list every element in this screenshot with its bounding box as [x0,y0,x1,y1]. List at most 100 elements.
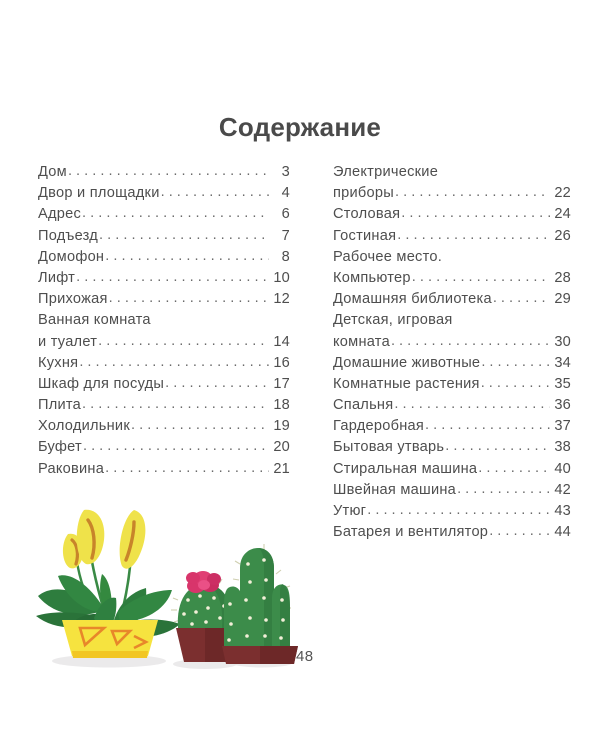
toc-dot-leader [481,374,550,388]
toc-dot-leader [367,501,550,515]
toc-entry-label: комната [333,333,390,350]
toc-entry[interactable]: Домофон 8 [38,247,290,268]
toc-dot-leader [394,395,550,409]
toc-dot-leader [395,183,550,197]
toc-entry[interactable]: Плита 18 [38,395,290,416]
tall-cactus-spine-dots [227,558,285,642]
toc-column-right: Электрические приборы 22 Столовая 24 Гостиная… [333,162,571,543]
toc-entry-label: Стиральная машина [333,460,478,477]
leaf-upper-left [58,575,106,613]
toc-entry[interactable]: Утюг 43 [333,501,571,522]
toc-dot-leader [82,395,269,409]
toc-entry-page-number: 29 [554,291,571,308]
toc-entry[interactable]: Комнатные растения 35 [333,374,571,395]
toc-dot-leader [83,437,269,451]
toc-entry-label: Утюг [333,503,367,519]
toc-entry-label: Батарея и вентилятор [333,524,489,541]
toc-entry-page-number: 17 [273,375,290,392]
toc-dot-leader [68,162,269,176]
toc-entry[interactable]: Двор и площадки 4 [38,183,290,204]
flower-middle [76,509,105,565]
toc-entry-label: Домофон [38,248,105,265]
toc-entry[interactable]: приборы 22 [333,183,571,204]
toc-dot-leader [397,226,550,240]
flower-right [119,510,146,569]
toc-entry-label: Детская, игровая [333,312,453,329]
toc-entry[interactable]: Прихожая 12 [38,289,290,310]
toc-entry-label: приборы [333,185,395,202]
toc-entry-page-number: 40 [554,460,571,477]
yellow-flower-pot [62,620,158,658]
toc-entry[interactable]: Бытовая утварь 38 [333,437,571,458]
toc-entry-label: Бытовая утварь [333,439,445,456]
toc-entry[interactable]: Кухня 16 [38,353,290,374]
toc-entry-page-number: 14 [273,333,290,350]
tall-cactus-main-shade [258,548,274,648]
toc-entry-page-number: 42 [554,481,571,498]
toc-entry[interactable]: Спальня 36 [333,395,571,416]
toc-dot-leader [98,332,269,346]
toc-entry-label: Адрес [38,206,82,223]
toc-dot-leader [76,268,269,282]
toc-dot-leader [457,480,550,494]
toc-entry[interactable]: Раковина 21 [38,459,290,480]
spathiphyllum-plant [36,509,180,658]
toc-entry-page-number: 38 [554,439,571,456]
round-cactus-plant [171,571,239,662]
toc-entry[interactable]: Лифт 10 [38,268,290,289]
toc-entry-label: Рабочее место. [333,248,443,265]
toc-entry-label: и туалет [38,333,98,350]
toc-entry-page-number: 24 [554,206,571,223]
toc-dot-leader [161,183,269,197]
toc-entry-page-number: 36 [554,397,571,414]
toc-entry[interactable]: Компьютер 28 [333,268,571,289]
toc-entry[interactable]: Столовая 24 [333,204,571,225]
toc-entry-label: Подъезд [38,227,99,244]
toc-entry-page-number: 44 [554,524,571,541]
toc-entry-label: Домашние животные [333,354,481,371]
toc-entry-page-number: 7 [281,227,290,244]
toc-entry-page-number: 16 [273,354,290,371]
toc-entry-label: Электрические [333,164,439,180]
toc-entry[interactable]: Швейная машина 42 [333,480,571,501]
toc-entry-page-number: 6 [281,206,290,223]
toc-entry[interactable]: Домашние животные 34 [333,353,571,374]
toc-entry[interactable]: Буфет 20 [38,437,290,458]
toc-column-left: Дом 3 Двор и площадки 4 Адрес 6 Подъезд 7 Домофо… [38,162,290,480]
toc-entry-page-number: 19 [273,418,290,435]
page-number: 48 [296,648,314,665]
toc-entry[interactable]: Дом 3 [38,162,290,183]
pot-pattern-chevron [133,634,149,650]
houseplants-illustration [28,488,304,680]
toc-entry[interactable]: Ванная комната [38,310,290,331]
toc-dot-leader [445,437,550,451]
toc-entry[interactable]: Рабочее место. [333,247,571,268]
toc-entry[interactable]: Гардеробная 37 [333,416,571,437]
toc-entry[interactable]: Стиральная машина 40 [333,459,571,480]
toc-entry[interactable]: Адрес 6 [38,204,290,225]
toc-entry-page-number: 22 [554,185,571,202]
tall-cactus-pot [222,646,298,664]
toc-dot-leader [109,289,269,303]
toc-entry[interactable]: Подъезд 7 [38,226,290,247]
toc-entry-page-number: 10 [273,269,290,286]
toc-entry-page-number: 20 [273,439,290,456]
toc-entry[interactable]: комната 30 [333,332,571,353]
toc-entry[interactable]: Гостиная 26 [333,226,571,247]
toc-entry[interactable]: Электрические [333,162,571,183]
toc-entry[interactable]: Детская, игровая [333,310,571,331]
toc-entry-label: Кухня [38,354,79,371]
toc-dot-leader [478,459,550,473]
toc-entry[interactable]: Шкаф для посуды 17 [38,374,290,395]
toc-entry[interactable]: Холодильник 19 [38,416,290,437]
toc-entry-label: Ванная комната [38,312,151,329]
leaf-right [118,590,172,622]
toc-entry-label: Двор и площадки [38,185,160,202]
toc-entry-label: Компьютер [333,269,411,286]
toc-entry[interactable]: Домашняя библиотека 29 [333,289,571,310]
toc-entry[interactable]: и туалет 14 [38,332,290,353]
toc-entry-page-number: 34 [554,354,571,371]
toc-entry-page-number: 18 [273,397,290,414]
toc-entry[interactable]: Батарея и вентилятор 44 [333,522,571,543]
